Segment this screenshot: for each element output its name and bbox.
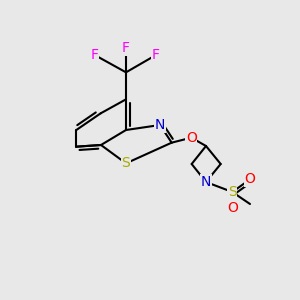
Text: O: O xyxy=(244,172,255,186)
Text: F: F xyxy=(122,41,130,55)
Text: S: S xyxy=(122,156,130,170)
Text: N: N xyxy=(201,175,211,189)
Text: F: F xyxy=(91,48,99,62)
Text: F: F xyxy=(152,48,160,62)
Text: O: O xyxy=(227,201,238,215)
Text: S: S xyxy=(228,185,237,199)
Text: N: N xyxy=(155,118,165,132)
Text: O: O xyxy=(186,131,197,145)
